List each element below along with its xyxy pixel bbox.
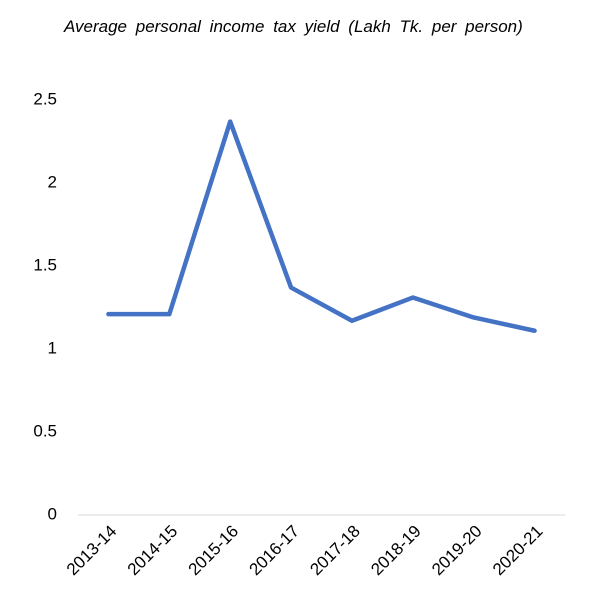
data-line xyxy=(106,119,537,333)
x-tick-label: 2014-15 xyxy=(124,522,182,580)
x-tick-label: 2017-18 xyxy=(306,522,364,580)
chart-title: Average personal income tax yield (Lakh … xyxy=(64,17,523,36)
y-tick-label: 2.5 xyxy=(33,89,57,108)
y-tick-label: 2 xyxy=(48,172,57,191)
x-tick-label: 2018-19 xyxy=(367,522,425,580)
x-tick-label: 2016-17 xyxy=(246,522,304,580)
y-tick-label: 0.5 xyxy=(33,421,57,440)
x-tick-label: 2015-16 xyxy=(185,522,243,580)
x-tick-label: 2019-20 xyxy=(428,522,486,580)
y-tick-label: 1.5 xyxy=(33,255,57,274)
y-tick-label: 0 xyxy=(48,504,57,523)
x-tick-label: 2020-21 xyxy=(489,522,547,580)
y-tick-label: 1 xyxy=(48,338,57,357)
x-tick-label: 2013-14 xyxy=(63,522,121,580)
